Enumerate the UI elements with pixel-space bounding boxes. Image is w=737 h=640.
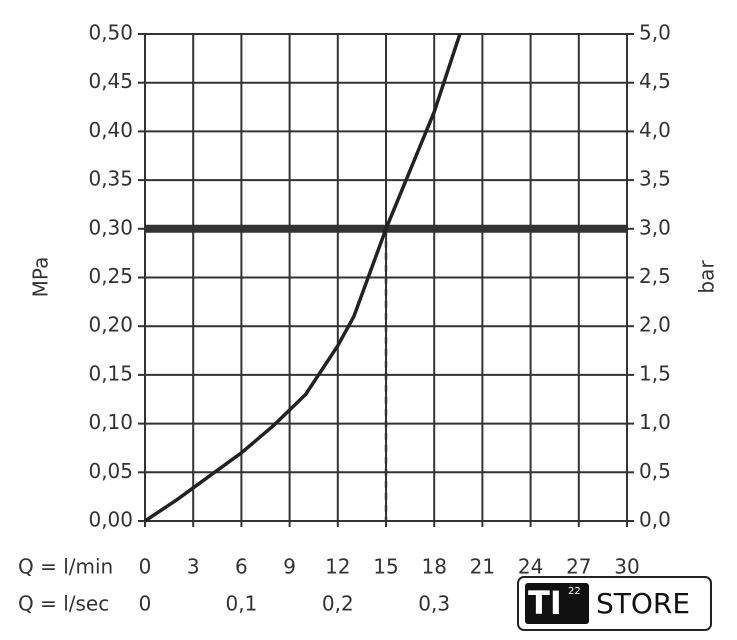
y-tick-label: 0,20	[88, 313, 133, 337]
curve	[144, 33, 462, 523]
y-axis-label: MPa	[29, 257, 53, 298]
y-tick-label: 0,40	[88, 118, 133, 142]
x-tick-label: 27	[566, 555, 591, 579]
x-tick-label: 0	[139, 555, 152, 579]
x-tick-label: 12	[325, 555, 350, 579]
y2-tick-label: 1,5	[639, 361, 671, 385]
watermark: TI 22 STORE	[517, 576, 712, 631]
y2-tick-label: 4,0	[639, 118, 671, 142]
y2-tick-label: 3,5	[639, 167, 671, 191]
x-tick-label: 21	[470, 555, 495, 579]
x-axis-label: Q = l/min	[18, 555, 113, 579]
y2-tick-label: 4,5	[639, 69, 671, 93]
x-tick-label: 18	[421, 555, 446, 579]
x-tick-label: 30	[614, 555, 639, 579]
watermark-brand: TI	[528, 584, 562, 622]
y-tick-label: 0,00	[88, 508, 133, 532]
y-tick-label: 0,30	[88, 215, 133, 239]
watermark-store: STORE	[596, 587, 690, 620]
y2-tick-label: 3,0	[639, 215, 671, 239]
y-tick-label: 0,10	[88, 410, 133, 434]
plot: 0,000,050,100,150,200,250,300,350,400,45…	[88, 21, 670, 616]
x2-tick-label: 0,2	[322, 592, 354, 616]
y-tick-label: 0,50	[88, 21, 133, 45]
x-tick-label: 3	[187, 555, 200, 579]
y2-tick-label: 2,5	[639, 264, 671, 288]
watermark-superscript: 22	[568, 586, 581, 597]
x2-tick-label: 0,1	[225, 592, 257, 616]
y2-tick-label: 0,5	[639, 459, 671, 483]
y2-axis-label: bar	[695, 260, 719, 294]
y-tick-label: 0,05	[88, 459, 133, 483]
x2-tick-label: 0	[139, 592, 152, 616]
y-tick-label: 0,15	[88, 361, 133, 385]
y2-tick-label: 1,0	[639, 410, 671, 434]
x-tick-label: 15	[373, 555, 398, 579]
y2-tick-label: 0,0	[639, 508, 671, 532]
y-tick-label: 0,35	[88, 167, 133, 191]
x2-tick-label: 0,3	[418, 592, 450, 616]
x-tick-label: 6	[235, 555, 248, 579]
y-tick-label: 0,25	[88, 264, 133, 288]
x-tick-label: 9	[283, 555, 296, 579]
y2-tick-label: 2,0	[639, 313, 671, 337]
y2-tick-label: 5,0	[639, 21, 671, 45]
y-tick-label: 0,45	[88, 69, 133, 93]
x2-axis-label: Q = l/sec	[18, 592, 109, 616]
watermark-badge	[525, 583, 589, 624]
x-tick-label: 24	[518, 555, 543, 579]
